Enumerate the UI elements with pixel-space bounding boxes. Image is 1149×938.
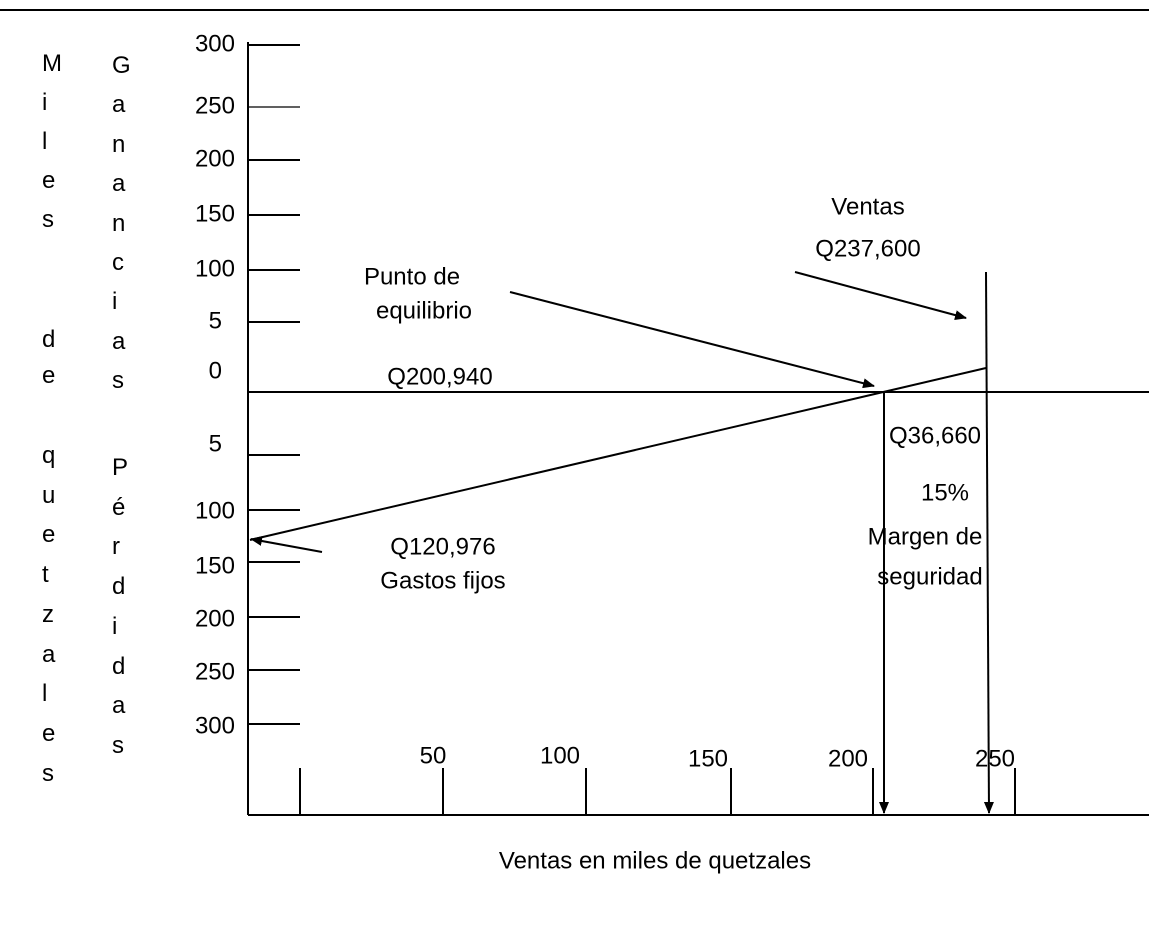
y-tick-label: 5 bbox=[209, 430, 222, 457]
annotation: equilibrio bbox=[376, 297, 472, 324]
y-axis-word: Miles bbox=[42, 44, 62, 239]
stacked-word: Pérdidas bbox=[112, 454, 129, 759]
x-tick-label: 250 bbox=[975, 745, 1015, 772]
y-axis-word: Ganancias bbox=[112, 46, 131, 401]
y-tick-label: 300 bbox=[195, 712, 235, 739]
x-axis-title: Ventas en miles de quetzales bbox=[499, 847, 811, 874]
annotation: Q200,940 bbox=[387, 363, 492, 390]
break-even-arrow bbox=[509, 291, 875, 389]
y-tick-marks bbox=[248, 44, 300, 725]
y-axis-word: quetzales bbox=[42, 436, 56, 793]
y-tick-label: 300 bbox=[195, 30, 235, 57]
x-tick-label: 100 bbox=[540, 742, 580, 769]
y-tick-label: 250 bbox=[195, 92, 235, 119]
y-tick-label: 5 bbox=[209, 307, 222, 334]
annotation: Q237,600 bbox=[815, 235, 920, 262]
annotation: Gastos fijos bbox=[380, 567, 505, 594]
annotation: Margen de bbox=[868, 523, 983, 550]
annotation: Punto de bbox=[364, 263, 460, 290]
stacked-word: Miles bbox=[42, 50, 62, 233]
y-tick-label: 150 bbox=[195, 552, 235, 579]
stacked-word: quetzales bbox=[42, 442, 56, 787]
x-tick-marks bbox=[299, 768, 1016, 815]
stacked-word: de bbox=[42, 326, 56, 389]
annotation: seguridad bbox=[877, 563, 982, 590]
y-axis-word: Pérdidas bbox=[112, 448, 129, 766]
y-tick-label: 250 bbox=[195, 658, 235, 685]
sales-drop bbox=[983, 271, 994, 814]
y-tick-label: 200 bbox=[195, 145, 235, 172]
annotation: Q36,660 bbox=[889, 422, 981, 449]
y-axis-word: de bbox=[42, 322, 56, 394]
y-tick-label: 150 bbox=[195, 200, 235, 227]
y-tick-labels: 300 250 200 150 100 5 0 5 100 150 200 25… bbox=[195, 30, 235, 739]
x-tick-label: 150 bbox=[688, 745, 728, 772]
profit-line bbox=[249, 367, 987, 541]
annotation: Q120,976 bbox=[390, 533, 495, 560]
y-tick-label: 0 bbox=[209, 357, 222, 384]
annotation: Ventas bbox=[831, 193, 904, 220]
annotation: 15% bbox=[921, 479, 969, 506]
x-tick-labels: 50 100 150 200 250 bbox=[420, 742, 1015, 772]
y-tick-label: 100 bbox=[195, 497, 235, 524]
y-tick-label: 200 bbox=[195, 605, 235, 632]
y-tick-label: 100 bbox=[195, 255, 235, 282]
x-tick-label: 200 bbox=[828, 745, 868, 772]
fixed-costs-arrow bbox=[250, 536, 323, 553]
stacked-word: Ganancias bbox=[112, 52, 131, 395]
sales-arrow bbox=[794, 271, 967, 320]
x-tick-label: 50 bbox=[420, 742, 447, 769]
